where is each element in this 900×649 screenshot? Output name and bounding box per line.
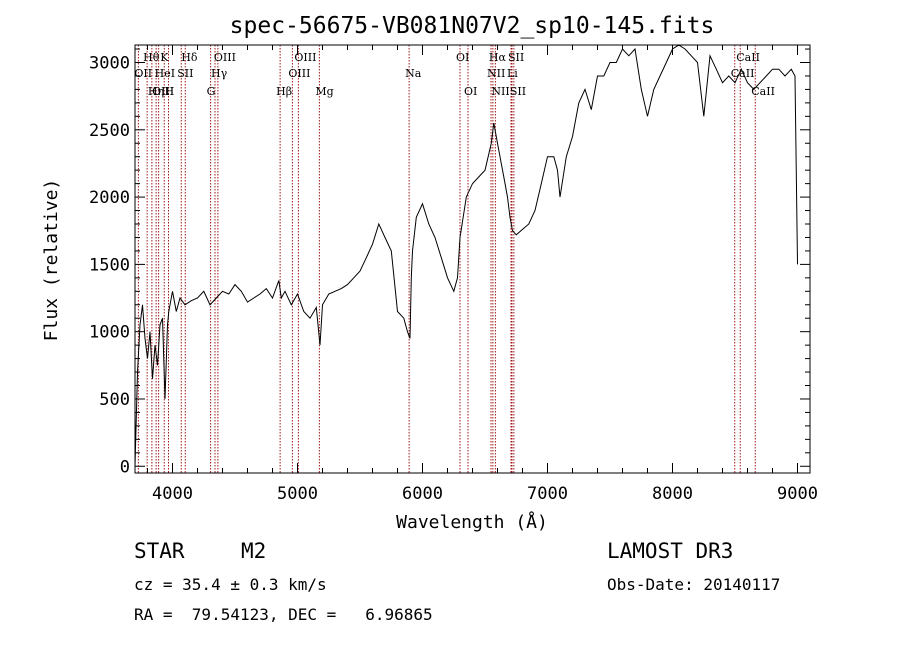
- spectral-line-label: G: [207, 85, 216, 98]
- spectral-line-label: Mg: [315, 85, 333, 98]
- spectral-line-markers: [137, 45, 756, 473]
- flux-series-line: [134, 44, 798, 467]
- spectral-line-label: CaII: [736, 51, 760, 64]
- observation-date: Obs-Date: 20140117: [607, 575, 780, 594]
- object-class: STAR: [134, 539, 185, 563]
- spectral-line-label: H: [165, 85, 175, 98]
- spectral-line-label: OI: [456, 51, 469, 64]
- spectral-line-label: HeI: [155, 67, 175, 80]
- y-tick-label: 500: [99, 390, 130, 410]
- y-tick-label: 1500: [89, 255, 130, 275]
- spectral-line-label: CaII: [751, 85, 775, 98]
- survey-name: LAMOST DR3: [607, 539, 733, 563]
- spectral-line-label: OIII: [294, 51, 316, 64]
- redshift-velocity: cz = 35.4 ± 0.3 km/s: [134, 575, 327, 594]
- spectral-line-label: SII: [508, 51, 524, 64]
- spectral-line-label: OIII: [288, 67, 310, 80]
- x-tick-label: 6000: [402, 484, 443, 504]
- spectral-line-label: SII: [510, 85, 526, 98]
- spectral-line-label: K: [160, 51, 169, 64]
- spectral-line-label: Hα: [489, 51, 507, 64]
- axis-ticks: 4000 5000 6000 7000 8000 9000 0 500 1000 1500 2000…: [89, 45, 818, 504]
- spectral-line-label: OIII: [152, 85, 174, 98]
- spectral-line-label: NII: [491, 85, 509, 98]
- spectral-line-label: Hθ: [143, 51, 160, 64]
- spectral-line-label: Hγ: [211, 67, 228, 80]
- x-tick-label: 4000: [152, 484, 193, 504]
- chart-title: spec-56675-VB081N07V2_sp10-145.fits: [230, 13, 715, 39]
- x-tick-label: 7000: [527, 484, 568, 504]
- spectral-line-label: OII: [134, 67, 152, 80]
- y-tick-label: 3000: [89, 53, 130, 73]
- spectral-line-label: Hβ: [276, 85, 292, 98]
- spectral-line-label: Na: [405, 67, 422, 80]
- x-tick-label: 8000: [652, 484, 693, 504]
- y-tick-label: 2000: [89, 188, 130, 208]
- spectral-line-label: OI: [464, 85, 477, 98]
- y-tick-label: 2500: [89, 121, 130, 141]
- x-tick-label: 5000: [277, 484, 318, 504]
- plot-frame: [134, 44, 811, 474]
- spectral-line-label: Li: [507, 67, 518, 80]
- spectral-line-label: NII: [487, 67, 505, 80]
- spectral-line-label: CaII: [731, 67, 755, 80]
- y-tick-label: 0: [120, 457, 130, 477]
- sky-coordinates: RA = 79.54123, DEC = 6.96865: [134, 605, 433, 624]
- spectral-line-label: OIII: [214, 51, 236, 64]
- x-axis-label: Wavelength (Å): [396, 511, 548, 533]
- y-axis-label: Flux (relative): [41, 179, 62, 342]
- spectral-line-label: Hη: [148, 85, 164, 98]
- x-tick-label: 9000: [777, 484, 818, 504]
- spectral-line-label: SII: [177, 67, 193, 80]
- object-subclass: M2: [241, 539, 266, 563]
- y-tick-label: 1000: [89, 323, 130, 343]
- spectral-line-label: Hδ: [181, 51, 198, 64]
